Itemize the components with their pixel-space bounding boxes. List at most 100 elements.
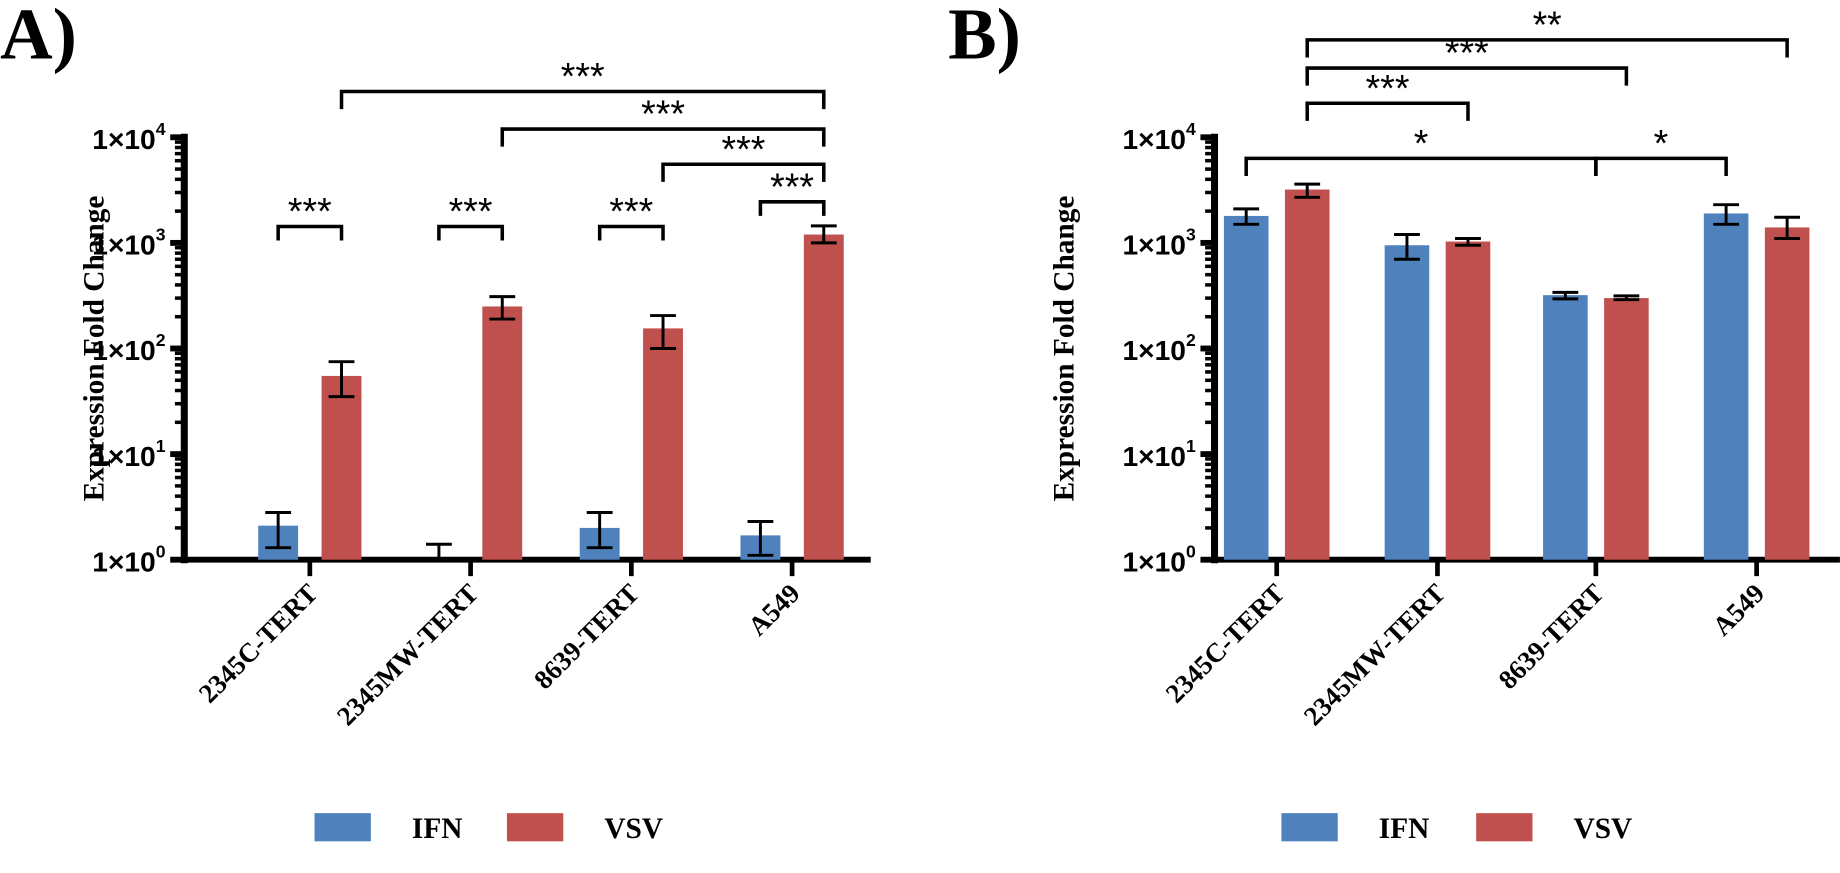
y-tick-base: 1×10 bbox=[92, 124, 155, 155]
error-bar bbox=[426, 542, 452, 562]
panel-label: A) bbox=[0, 0, 77, 75]
y-tick-base: 1×10 bbox=[1123, 335, 1186, 366]
bar-vsv bbox=[1284, 189, 1330, 560]
y-tick-label: 1×104 bbox=[1123, 119, 1196, 155]
y-tick-exponent: 3 bbox=[156, 225, 166, 245]
y-tick-label: 1×102 bbox=[92, 330, 165, 366]
error-bar bbox=[747, 520, 774, 557]
x-category-label: 2345MW-TERT bbox=[331, 578, 484, 731]
y-tick-exponent: 0 bbox=[1186, 541, 1196, 561]
legend-label-vsv: VSV bbox=[604, 813, 663, 845]
significance-bracket bbox=[1305, 101, 1470, 121]
bar-vsv bbox=[1445, 241, 1491, 560]
y-tick-exponent: 4 bbox=[1186, 119, 1196, 139]
y-tick-label: 1×101 bbox=[92, 436, 165, 472]
y-tick-exponent: 1 bbox=[156, 436, 166, 456]
y-tick-label: 1×101 bbox=[1123, 436, 1196, 472]
error-bar bbox=[1552, 290, 1579, 301]
bar-ifn bbox=[1703, 213, 1749, 560]
bar-vsv bbox=[643, 328, 683, 560]
significance-bracket bbox=[661, 162, 826, 182]
significance-stars: *** bbox=[449, 190, 493, 232]
legend-swatch-vsv bbox=[506, 813, 564, 842]
panel-a: A)Expression Fold Change1×1001×1011×1021… bbox=[0, 0, 871, 845]
error-bar bbox=[810, 224, 837, 245]
y-axis-label: Expression Fold Change bbox=[1049, 196, 1081, 502]
bar-ifn bbox=[1543, 295, 1588, 560]
y-tick-label: 1×104 bbox=[92, 119, 165, 155]
error-bar bbox=[1713, 203, 1740, 226]
significance-stars: * bbox=[1414, 122, 1429, 164]
error-bar bbox=[1455, 237, 1481, 247]
x-category-label: 2345C-TERT bbox=[1160, 578, 1291, 709]
y-tick-label: 1×100 bbox=[1123, 541, 1196, 577]
significance-stars: *** bbox=[641, 93, 685, 135]
significance-bracket bbox=[1305, 66, 1629, 86]
significance-stars: *** bbox=[288, 190, 332, 232]
legend-label-vsv: VSV bbox=[1574, 813, 1633, 845]
error-bar bbox=[1774, 215, 1801, 240]
error-bar bbox=[1294, 182, 1321, 199]
significance-stars: *** bbox=[1366, 67, 1410, 109]
x-category-label: A549 bbox=[1707, 578, 1771, 642]
significance-bracket bbox=[1305, 38, 1789, 58]
error-bar bbox=[489, 295, 516, 321]
y-tick-base: 1×10 bbox=[92, 546, 155, 577]
y-tick-base: 1×10 bbox=[1123, 441, 1186, 472]
error-bar bbox=[328, 360, 355, 399]
significance-stars: *** bbox=[609, 190, 653, 232]
y-tick-exponent: 4 bbox=[156, 119, 166, 139]
significance-stars: *** bbox=[1445, 32, 1489, 74]
legend-swatch-ifn bbox=[314, 813, 371, 842]
significance-bracket bbox=[597, 224, 665, 241]
bar-vsv bbox=[1604, 298, 1649, 560]
x-category-label: 2345MW-TERT bbox=[1298, 578, 1451, 731]
error-bar bbox=[265, 511, 292, 550]
bar-vsv bbox=[321, 375, 362, 560]
x-category-label: 8639-TERT bbox=[1493, 578, 1610, 695]
y-tick-base: 1×10 bbox=[1123, 230, 1186, 261]
panel-b: B)Expression Fold Change1×1001×1011×1021… bbox=[948, 0, 1840, 845]
significance-stars: * bbox=[1654, 122, 1669, 164]
y-tick-exponent: 2 bbox=[1186, 330, 1196, 350]
error-bar bbox=[1233, 207, 1260, 226]
significance-bracket bbox=[437, 224, 505, 241]
significance-bracket bbox=[500, 127, 826, 147]
significance-bracket bbox=[758, 200, 826, 216]
y-tick-label: 1×100 bbox=[92, 541, 165, 577]
y-tick-exponent: 2 bbox=[156, 330, 166, 350]
error-bar bbox=[1394, 233, 1420, 261]
significance-bracket bbox=[1594, 156, 1728, 177]
bar-vsv bbox=[803, 234, 844, 560]
bar-ifn bbox=[1223, 215, 1269, 560]
significance-stars: *** bbox=[770, 165, 814, 207]
error-bar bbox=[1613, 294, 1640, 302]
y-tick-base: 1×10 bbox=[92, 441, 155, 472]
y-tick-label: 1×103 bbox=[92, 225, 165, 261]
bar-ifn bbox=[1384, 245, 1430, 560]
y-axis-label: Expression Fold Change bbox=[78, 196, 110, 502]
bar-vsv bbox=[1764, 227, 1810, 560]
legend-swatch-vsv bbox=[1476, 813, 1533, 842]
significance-bracket bbox=[276, 224, 344, 241]
x-category-label: A549 bbox=[742, 578, 806, 642]
panel-label: B) bbox=[948, 0, 1021, 75]
significance-stars: *** bbox=[721, 128, 765, 170]
error-bar bbox=[586, 511, 613, 550]
y-tick-exponent: 0 bbox=[156, 541, 166, 561]
significance-stars: *** bbox=[561, 55, 605, 97]
y-tick-label: 1×103 bbox=[1123, 225, 1196, 261]
x-category-label: 8639-TERT bbox=[528, 578, 645, 695]
significance-stars: ** bbox=[1533, 4, 1563, 46]
error-bar bbox=[650, 314, 676, 350]
y-tick-exponent: 3 bbox=[1186, 225, 1196, 245]
legend-label-ifn: IFN bbox=[1379, 813, 1430, 845]
y-tick-exponent: 1 bbox=[1186, 436, 1196, 456]
y-tick-base: 1×10 bbox=[1123, 546, 1186, 577]
legend-swatch-ifn bbox=[1281, 813, 1338, 842]
x-category-label: 2345C-TERT bbox=[193, 578, 324, 709]
y-tick-base: 1×10 bbox=[92, 230, 155, 261]
y-tick-base: 1×10 bbox=[92, 335, 155, 366]
legend-label-ifn: IFN bbox=[412, 813, 463, 845]
